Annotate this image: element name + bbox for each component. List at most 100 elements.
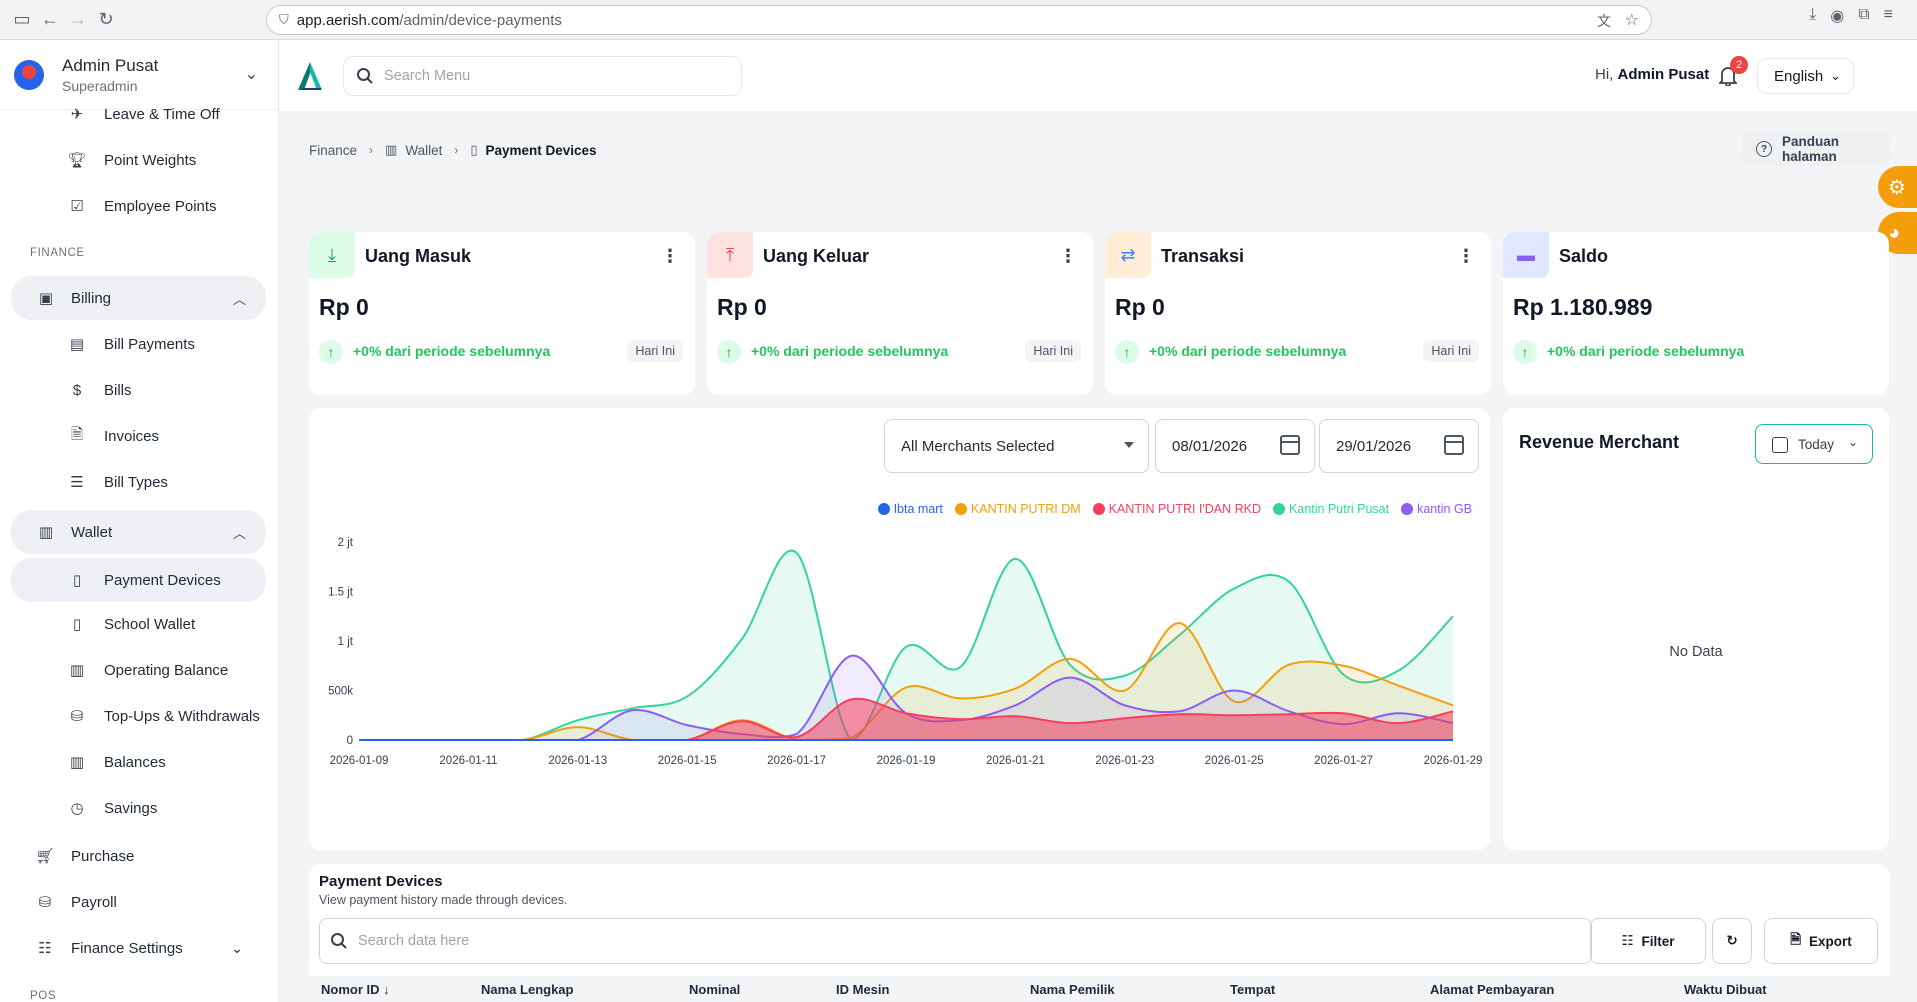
translate-icon[interactable]: 文 xyxy=(1597,13,1611,29)
sort-down-icon[interactable]: ↓ xyxy=(383,982,390,997)
notification-badge: 2 xyxy=(1730,56,1748,74)
settings-float-button[interactable]: ⚙ xyxy=(1878,166,1917,208)
card-title: Transaksi xyxy=(1161,246,1245,266)
merchant-select-value: All Merchants Selected xyxy=(901,437,1055,455)
legend-label: KANTIN PUTRI DM xyxy=(970,502,1081,516)
range-select[interactable]: Today ⌄ xyxy=(1755,424,1873,464)
y-tick-label: 500k xyxy=(328,686,353,698)
sidebar-group-billing[interactable]: ▣ Billing ︿ xyxy=(11,276,266,320)
profile-role: Superadmin xyxy=(62,77,138,94)
profile-name: Admin Pusat xyxy=(62,55,159,75)
back-icon[interactable]: ← xyxy=(41,9,59,29)
account-icon[interactable]: ◉ xyxy=(1830,8,1845,25)
sidebar-item-operating-balance[interactable]: ▥ Operating Balance xyxy=(0,650,278,690)
refresh-button[interactable]: ↻ xyxy=(1712,918,1752,964)
bookmark-star-icon[interactable]: ☆ xyxy=(1624,12,1639,29)
card-title: Saldo xyxy=(1559,246,1609,266)
menu-icon[interactable]: ≡ xyxy=(1883,6,1893,23)
column-header-waktu-dibuat: Waktu Dibuat xyxy=(1684,982,1767,997)
merchant-select[interactable]: All Merchants Selected xyxy=(884,419,1149,473)
legend-item[interactable]: Ibta mart xyxy=(877,502,943,516)
school-wallet-icon: ▯ xyxy=(72,616,82,633)
date-to-value: 29/01/2026 xyxy=(1336,437,1412,455)
chart-legend: Ibta mart KANTIN PUTRI DM KANTIN PUTRI I'D… xyxy=(877,502,1472,516)
more-options-icon[interactable]: ⋮ xyxy=(1457,246,1475,266)
legend-item[interactable]: Kantin Putri Pusat xyxy=(1273,502,1389,516)
sidebar-item-balances[interactable]: ▥ Balances xyxy=(0,742,278,782)
forward-icon[interactable]: → xyxy=(69,9,87,29)
sidebar-item-invoices[interactable]: 🗎 Invoices xyxy=(0,416,278,456)
more-options-icon[interactable]: ⋮ xyxy=(661,246,679,266)
export-button[interactable]: 🗎 Export xyxy=(1764,918,1878,964)
page-guide-button[interactable]: ? Panduan halaman xyxy=(1742,132,1890,166)
address-bar[interactable]: ⛉ app.aerish.com/admin/device-payments 文… xyxy=(266,5,1652,35)
table-search-input[interactable]: Search data here xyxy=(319,918,1592,964)
sidebar-item-finance-settings[interactable]: ☷ Finance Settings ⌄ xyxy=(0,928,278,968)
breadcrumb-wallet[interactable]: Wallet xyxy=(405,142,443,158)
section-label-pos: POS xyxy=(30,990,57,1002)
clock-icon: ◷ xyxy=(70,800,84,817)
sidebar-item-employee-points[interactable]: ☑ Employee Points xyxy=(0,186,278,226)
site-info-icon[interactable]: ⛉ xyxy=(279,12,289,27)
x-tick-label: 2026-01-15 xyxy=(658,755,717,767)
sidebar-toggle-icon[interactable]: ▭ xyxy=(13,9,31,29)
payroll-icon: ⛁ xyxy=(38,894,52,911)
sidebar-item-label: Invoices xyxy=(104,427,160,445)
column-header-nomor-id[interactable]: Nomor ID ↓ xyxy=(321,982,390,997)
language-select[interactable]: English ⌄ xyxy=(1757,58,1854,94)
sidebar-item-savings[interactable]: ◷ Savings xyxy=(0,788,278,828)
legend-label: Kantin Putri Pusat xyxy=(1289,502,1390,516)
filter-button[interactable]: ☷ Filter xyxy=(1590,918,1706,964)
stat-card-saldo: ▬ Saldo Rp 1.180.989 ↑ +0% dari periode … xyxy=(1503,232,1889,395)
sidebar-item-school-wallet[interactable]: ▯ School Wallet xyxy=(0,604,278,644)
chevron-down-icon[interactable]: ⌄ xyxy=(244,66,258,83)
calendar-icon[interactable] xyxy=(1444,435,1464,455)
more-options-icon[interactable]: ⋮ xyxy=(1059,246,1077,266)
sidebar-item-bill-payments[interactable]: ▤ Bill Payments xyxy=(0,324,278,364)
dollar-icon: $ xyxy=(72,381,82,399)
section-title: Payment Devices xyxy=(319,873,443,890)
column-header-nama-lengkap: Nama Lengkap xyxy=(481,982,574,997)
profile-switcher[interactable]: Admin Pusat Superadmin ⌄ xyxy=(0,40,278,110)
search-menu-input[interactable]: Search Menu xyxy=(343,56,742,96)
series-line xyxy=(359,622,1454,742)
sliders-icon: ☷ xyxy=(38,940,52,957)
range-value: Today xyxy=(1798,436,1835,452)
column-header-nama-pemilik: Nama Pemilik xyxy=(1030,982,1115,997)
sidebar-item-label: Bill Payments xyxy=(104,335,195,353)
sidebar-item-leave[interactable]: ✈ Leave & Time Off xyxy=(0,94,278,134)
breadcrumb-finance[interactable]: Finance xyxy=(309,142,358,158)
sidebar-item-label: Purchase xyxy=(71,847,135,865)
download-icon[interactable]: ⤓ xyxy=(1809,6,1817,23)
calendar-icon[interactable] xyxy=(1280,435,1300,455)
sidebar-item-topups[interactable]: ⛁ Top-Ups & Withdrawals xyxy=(0,696,278,736)
date-to-input[interactable]: 29/01/2026 xyxy=(1319,419,1479,473)
sidebar-item-payment-devices[interactable]: ▯ Payment Devices xyxy=(11,558,266,602)
x-tick-label: 2026-01-19 xyxy=(877,755,936,767)
wallet-icon: ▬ xyxy=(1503,232,1549,278)
sidebar-item-point-weights[interactable]: 🏆︎ Point Weights xyxy=(0,140,278,180)
sidebar-item-payroll[interactable]: ⛁ Payroll xyxy=(0,882,278,922)
sidebar-item-purchase[interactable]: 🛒︎ Purchase xyxy=(0,836,278,876)
reload-icon[interactable]: ↻ xyxy=(98,9,114,29)
series-area xyxy=(359,698,1453,740)
sidebar-group-wallet[interactable]: ▥ Wallet ︿ xyxy=(11,510,266,554)
legend-item[interactable]: KANTIN PUTRI I'DAN RKD xyxy=(1092,502,1261,516)
card-amount: Rp 0 xyxy=(319,294,369,320)
greeting-name: Admin Pusat xyxy=(1617,66,1710,83)
sidebar-item-bills[interactable]: $ Bills xyxy=(0,370,278,410)
extensions-icon[interactable]: ⧉ xyxy=(1858,6,1870,23)
trophy-icon: 🏆︎ xyxy=(67,152,87,169)
legend-item[interactable]: KANTIN PUTRI DM xyxy=(954,502,1081,516)
sidebar-item-label: Balances xyxy=(104,753,166,771)
legend-item[interactable]: kantin GB xyxy=(1401,502,1472,516)
swap-icon: ⇄ xyxy=(1105,232,1151,278)
app-logo[interactable] xyxy=(295,60,325,92)
sidebar-item-bill-types[interactable]: ☰ Bill Types xyxy=(0,462,278,502)
billing-icon: ▣ xyxy=(38,290,54,307)
y-tick-label: 2 jt xyxy=(338,537,354,549)
date-from-input[interactable]: 08/01/2026 xyxy=(1155,419,1315,473)
calendar-icon xyxy=(1772,437,1788,453)
x-tick-label: 2026-01-29 xyxy=(1424,755,1483,767)
x-tick-label: 2026-01-21 xyxy=(986,755,1045,767)
